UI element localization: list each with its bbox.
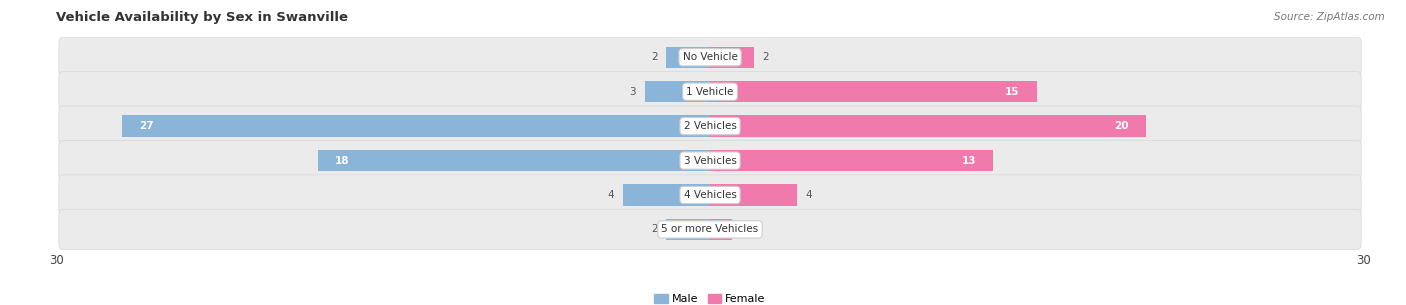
Text: 3 Vehicles: 3 Vehicles <box>683 156 737 166</box>
Text: 2 Vehicles: 2 Vehicles <box>683 121 737 131</box>
Bar <box>623 184 710 206</box>
Bar <box>644 81 710 102</box>
FancyBboxPatch shape <box>59 106 1361 146</box>
Text: 2: 2 <box>762 52 769 62</box>
Bar <box>710 219 731 240</box>
Text: 4 Vehicles: 4 Vehicles <box>683 190 737 200</box>
Text: Vehicle Availability by Sex in Swanville: Vehicle Availability by Sex in Swanville <box>56 11 349 24</box>
Text: 4: 4 <box>607 190 614 200</box>
Bar <box>710 150 993 171</box>
FancyBboxPatch shape <box>59 175 1361 215</box>
FancyBboxPatch shape <box>59 209 1361 249</box>
FancyBboxPatch shape <box>59 72 1361 112</box>
Text: 18: 18 <box>335 156 350 166</box>
Text: 3: 3 <box>630 87 636 97</box>
Text: 2: 2 <box>651 224 658 235</box>
FancyBboxPatch shape <box>59 140 1361 181</box>
Bar <box>666 219 710 240</box>
Bar <box>710 81 1038 102</box>
Text: 1: 1 <box>741 224 747 235</box>
FancyBboxPatch shape <box>59 37 1361 77</box>
Legend: Male, Female: Male, Female <box>654 294 766 304</box>
Bar <box>318 150 710 171</box>
Bar <box>710 47 754 68</box>
Text: 15: 15 <box>1005 87 1019 97</box>
Text: 4: 4 <box>806 190 813 200</box>
Text: 5 or more Vehicles: 5 or more Vehicles <box>661 224 759 235</box>
Bar <box>710 184 797 206</box>
Text: No Vehicle: No Vehicle <box>682 52 738 62</box>
Text: 1 Vehicle: 1 Vehicle <box>686 87 734 97</box>
Text: Source: ZipAtlas.com: Source: ZipAtlas.com <box>1274 12 1385 22</box>
Text: 13: 13 <box>962 156 976 166</box>
Text: 27: 27 <box>139 121 153 131</box>
Bar <box>666 47 710 68</box>
Bar <box>710 116 1146 137</box>
Text: 2: 2 <box>651 52 658 62</box>
Bar <box>122 116 710 137</box>
Text: 20: 20 <box>1114 121 1129 131</box>
